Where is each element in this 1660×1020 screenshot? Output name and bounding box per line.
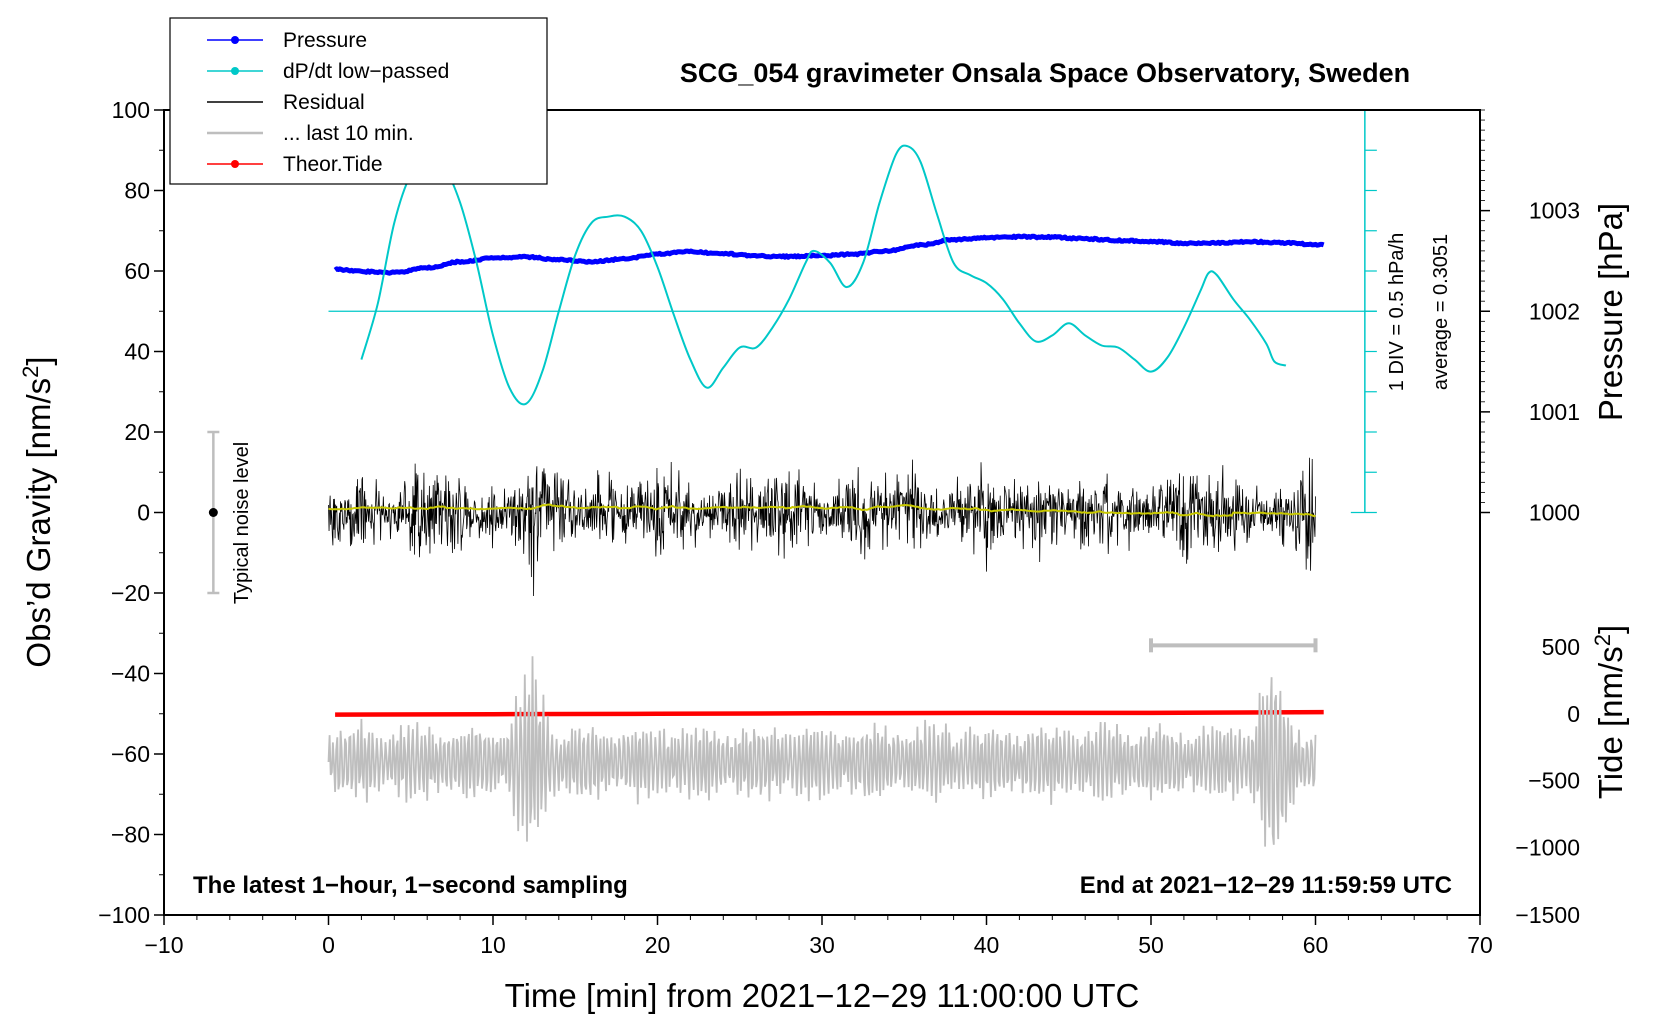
chart-title: SCG_054 gravimeter Onsala Space Observat…	[680, 58, 1410, 88]
tide-line	[335, 709, 1324, 717]
legend-swatch-marker	[231, 160, 239, 168]
y-tick-label: −20	[111, 580, 150, 606]
legend-label: ... last 10 min.	[283, 122, 414, 145]
residual-layer	[327, 457, 1317, 847]
noise-level-label: Typical noise level	[231, 442, 253, 604]
x-tick-label: 10	[480, 932, 506, 958]
x-tick-label: 20	[645, 932, 671, 958]
x-tick-label: 70	[1467, 932, 1493, 958]
y-tick-label: −100	[98, 902, 150, 928]
x-tick-label: 0	[322, 932, 335, 958]
y-tick-label: −80	[111, 822, 150, 848]
tide-axis-title-main: Tide [nm/s	[1592, 646, 1629, 799]
plot-series	[333, 144, 1325, 717]
pressure-tick-label: 1003	[1529, 198, 1580, 224]
y-tick-label: 100	[112, 97, 150, 123]
dpdt-scale-label: 1 DIV = 0.5 hPa/h	[1386, 233, 1408, 391]
x-tick-label: 60	[1303, 932, 1329, 958]
y-axis-title-end: ]	[20, 356, 57, 365]
x-tick-label: 50	[1138, 932, 1164, 958]
dpdt-line	[360, 144, 1287, 406]
y-axis-title: Obs’d Gravity [nm/s2]	[18, 356, 57, 667]
y-tick-label: −60	[111, 741, 150, 767]
tide-tick-label: −1500	[1515, 902, 1580, 928]
tide-tick-label: −1000	[1515, 834, 1580, 860]
tide-axis-title-sup: 2	[1590, 634, 1615, 646]
dpdt-average-label: average = 0.3051	[1430, 234, 1452, 390]
bottom-left-annotation: The latest 1−hour, 1−second sampling	[193, 872, 628, 899]
legend-swatch-marker	[231, 36, 239, 44]
x-tick-label: 30	[809, 932, 835, 958]
pressure-tick-label: 1000	[1529, 500, 1580, 526]
y-tick-label: −40	[111, 661, 150, 687]
last10-line	[327, 656, 1317, 847]
tide-axis-title-end: ]	[1592, 625, 1629, 634]
pressure-line	[333, 233, 1325, 276]
y-tick-label: 60	[124, 258, 150, 284]
tide-axis-title: Tide [nm/s2]	[1590, 625, 1629, 799]
x-tick-label: −10	[144, 932, 183, 958]
x-axis-title: Time [min] from 2021−12−29 11:00:00 UTC	[505, 977, 1140, 1014]
y-tick-label: 40	[124, 339, 150, 365]
x-tick-label: 40	[974, 932, 1000, 958]
pressure-tick-label: 1002	[1529, 298, 1580, 324]
legend-label: Theor.Tide	[283, 153, 383, 176]
legend-swatch-marker	[231, 67, 239, 75]
y-tick-label: 0	[137, 500, 150, 526]
legend-label: Pressure	[283, 29, 367, 52]
legend: Pressure dP/dt low−passed Residual ... last…	[169, 17, 548, 185]
overlay-layer	[207, 109, 1377, 653]
y-tick-label: 20	[124, 419, 150, 445]
legend-label: Residual	[283, 91, 365, 114]
bottom-right-annotation: End at 2021−12−29 11:59:59 UTC	[1080, 872, 1452, 899]
tide-tick-label: −500	[1528, 768, 1580, 794]
y-axis-title-sup: 2	[18, 366, 43, 378]
pressure-tick-label: 1001	[1529, 399, 1580, 425]
legend-box	[169, 17, 548, 185]
pressure-axis-title: Pressure [hPa]	[1592, 203, 1629, 421]
tide-tick-label: 0	[1567, 701, 1580, 727]
tide-tick-label: 500	[1542, 634, 1580, 660]
y-axis-title-main: Obs’d Gravity [nm/s	[20, 378, 57, 668]
legend-label: dP/dt low−passed	[283, 60, 449, 83]
residual-smoothed-line	[328, 503, 1316, 518]
noise-bar-center-dot	[208, 508, 218, 517]
y-tick-label: 80	[124, 178, 150, 204]
